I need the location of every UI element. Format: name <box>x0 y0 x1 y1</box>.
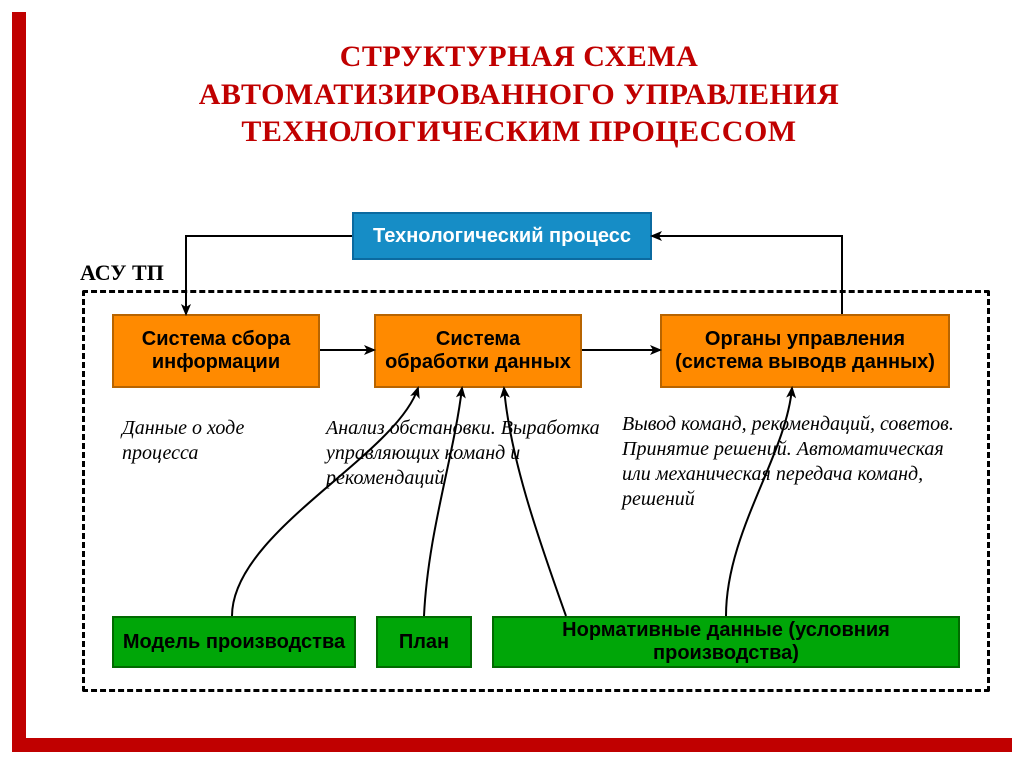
node-model: Модель производства <box>112 616 356 668</box>
node-norms: Нормативные данные (условния производств… <box>492 616 960 668</box>
caption-acq: Данные о ходе процесса <box>122 416 312 466</box>
node-plan: План <box>376 616 472 668</box>
node-processing: Система обработки данных <box>374 314 582 388</box>
caption-ctrl: Вывод команд, рекомендаций, советов. При… <box>622 412 976 512</box>
diagram-canvas: СТРУКТУРНАЯ СХЕМААВТОМАТИЗИРОВАННОГО УПР… <box>26 12 1012 750</box>
acu-tp-label: АСУ ТП <box>80 260 164 286</box>
caption-proc: Анализ обстановки. Выработка управляющих… <box>326 416 616 491</box>
node-acquisition: Система сбора информации <box>112 314 320 388</box>
node-control: Органы управления (система выводв данных… <box>660 314 950 388</box>
node-tech-process: Технологический процесс <box>352 212 652 260</box>
diagram: АСУ ТП Технологический процесс Система с… <box>26 12 1012 750</box>
